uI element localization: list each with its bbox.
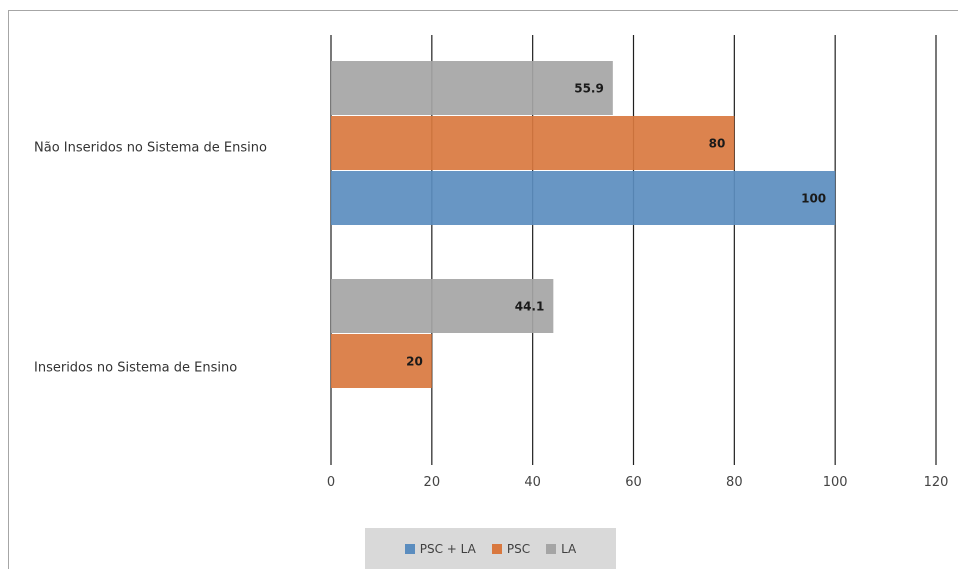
x-tick-label: 100	[823, 475, 848, 490]
legend-swatch	[546, 543, 557, 554]
gridlines	[330, 35, 937, 465]
legend-label: PSC	[506, 541, 531, 556]
legend-item: PSC + LA	[404, 541, 476, 556]
legend-label: LA	[561, 541, 577, 556]
legend-swatch	[404, 543, 415, 554]
data-label: 100	[801, 192, 826, 206]
bar	[331, 334, 432, 388]
data-label: 80	[709, 137, 726, 151]
category-label: Não Inseridos no Sistema de Ensino	[34, 141, 267, 156]
x-tick-label: 60	[625, 475, 642, 490]
legend: PSC + LA PSC LA	[365, 528, 616, 569]
data-label: 44.1	[515, 300, 545, 314]
legend-swatch	[491, 543, 502, 554]
data-label: 20	[406, 355, 423, 369]
data-label: 55.9	[574, 82, 604, 96]
legend-item: PSC	[491, 541, 531, 556]
bar	[331, 116, 735, 170]
category-label: Inseridos no Sistema de Ensino	[34, 361, 237, 376]
bar	[331, 279, 554, 333]
x-tick-label: 20	[424, 475, 441, 490]
x-tick-label: 40	[524, 475, 541, 490]
category-labels: Não Inseridos no Sistema de Ensino Inseri…	[34, 141, 267, 376]
x-axis-tick-labels: 0 20 40 60 80 100 120	[327, 475, 949, 490]
x-tick-label: 120	[924, 475, 949, 490]
bar	[331, 61, 613, 115]
x-tick-label: 0	[327, 475, 335, 490]
legend-item: LA	[546, 542, 576, 556]
bars: 100 80 55.9 20 44.1	[331, 61, 836, 388]
chart-frame	[8, 10, 958, 569]
bar	[331, 171, 836, 225]
legend-label: PSC + LA	[419, 541, 476, 556]
x-tick-label: 80	[726, 475, 743, 490]
